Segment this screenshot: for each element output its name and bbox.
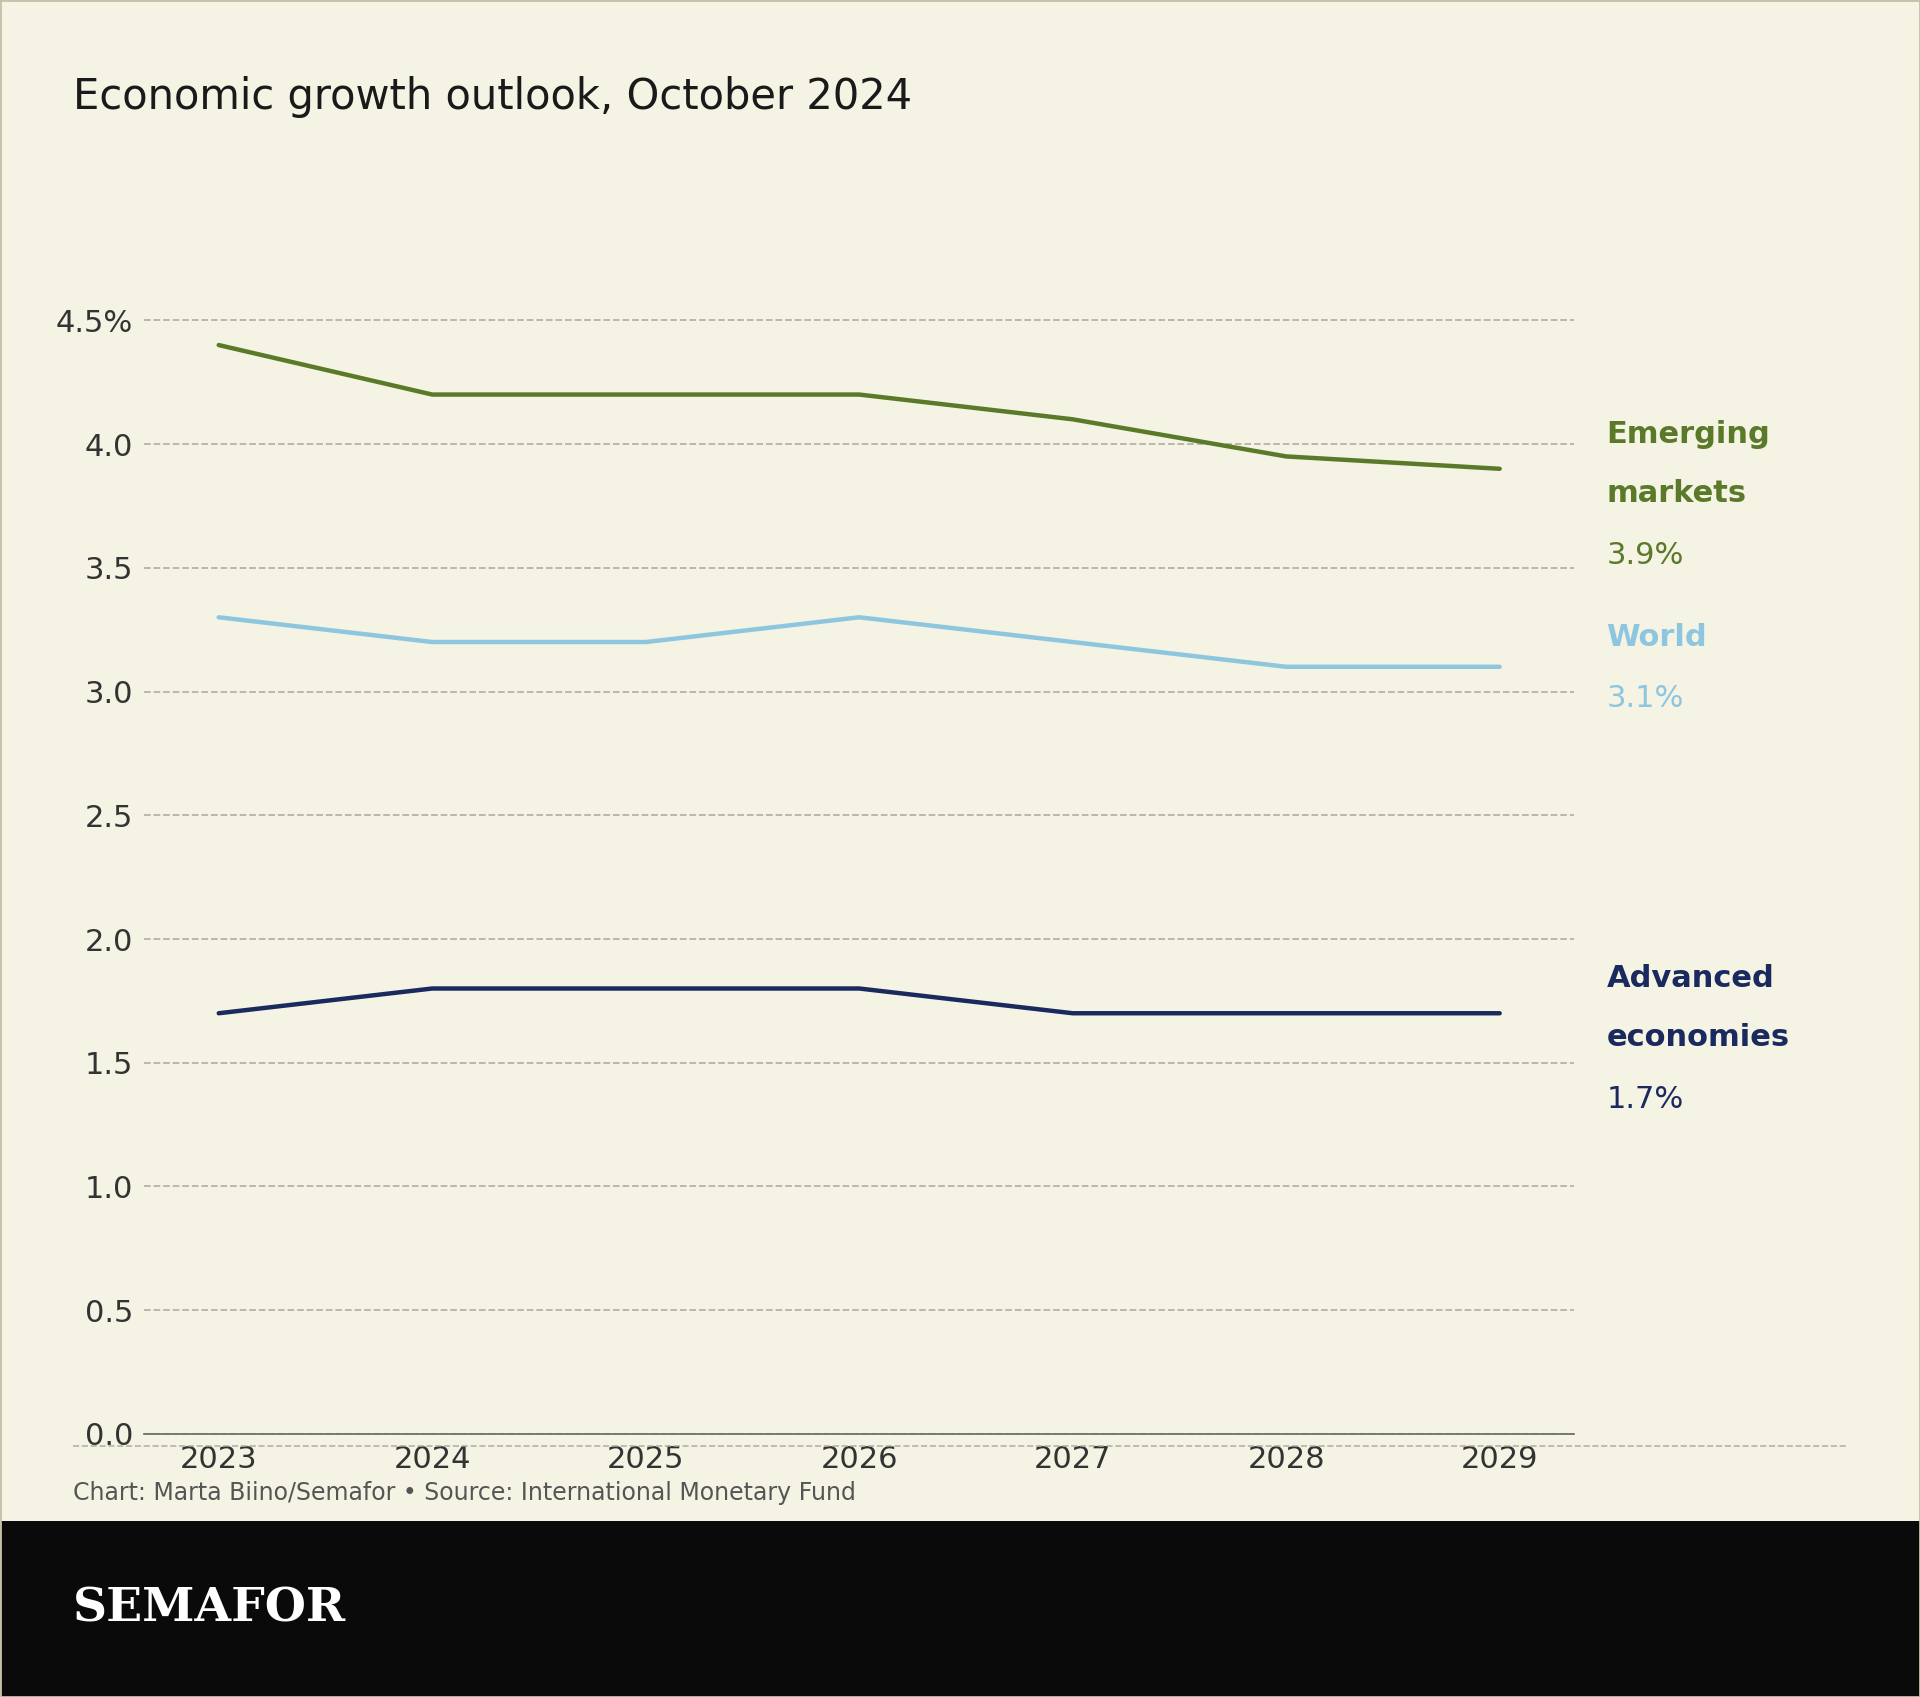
Text: 3.9%: 3.9% [1607,541,1684,570]
Text: SEMAFOR: SEMAFOR [73,1585,346,1633]
Text: Economic growth outlook, October 2024: Economic growth outlook, October 2024 [73,76,912,119]
Text: economies: economies [1607,1023,1789,1052]
Text: 1.7%: 1.7% [1607,1086,1684,1115]
Text: World: World [1607,623,1707,652]
Text: Advanced: Advanced [1607,964,1774,993]
Text: markets: markets [1607,479,1747,507]
Text: Chart: Marta Biino/Semafor • Source: International Monetary Fund: Chart: Marta Biino/Semafor • Source: Int… [73,1481,856,1505]
Text: Emerging: Emerging [1607,419,1770,448]
Text: 3.1%: 3.1% [1607,684,1684,713]
